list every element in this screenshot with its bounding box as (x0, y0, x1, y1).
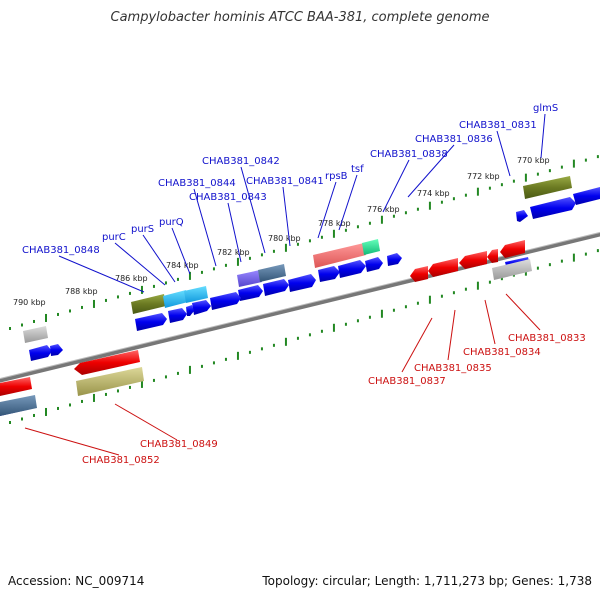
cds-reverse[interactable] (459, 251, 487, 269)
cds-reverse[interactable] (0, 377, 32, 396)
gene-label[interactable]: CHAB381_0831 (459, 120, 537, 131)
gene-label[interactable]: purC (102, 232, 126, 243)
reverse-gene-labels: CHAB381_0833 CHAB381_0834 CHAB381_0835 C… (82, 333, 586, 466)
scale-label: 776 kbp (367, 205, 400, 214)
cds-reverse[interactable] (410, 266, 428, 282)
feature-block[interactable] (523, 176, 572, 199)
cds-forward[interactable] (573, 187, 600, 205)
gene-label[interactable]: purS (131, 224, 154, 235)
gene-label[interactable]: rpsB (325, 171, 348, 182)
cds-forward[interactable] (365, 257, 383, 272)
cds-forward[interactable] (288, 274, 316, 292)
scale-label: 784 kbp (166, 261, 199, 270)
gene-label[interactable]: tsf (351, 164, 364, 175)
accession-text: Accession: NC_009714 (8, 574, 145, 588)
scale-label: 786 kbp (115, 274, 148, 283)
scale-label: 774 kbp (417, 189, 450, 198)
cds-forward[interactable] (338, 260, 366, 278)
scale-labels: 790 kbp 788 kbp 786 kbp 784 kbp 782 kbp … (13, 156, 550, 307)
forward-strand-features (0, 176, 600, 416)
cds-forward[interactable] (135, 313, 167, 331)
gene-label[interactable]: purQ (159, 217, 184, 228)
feature-block[interactable] (313, 243, 366, 268)
feature-block[interactable] (76, 367, 144, 396)
feature-block[interactable] (23, 326, 48, 343)
reverse-leader-lines (24, 293, 541, 456)
cds-forward[interactable] (263, 279, 289, 296)
feature-block[interactable] (0, 395, 37, 416)
cds-forward[interactable] (186, 305, 194, 316)
cds-forward[interactable] (238, 285, 263, 301)
gene-label[interactable]: CHAB381_0837 (368, 376, 446, 387)
scale-ticks-upper (8, 155, 599, 330)
cds-forward[interactable] (530, 197, 576, 219)
cds-forward[interactable] (29, 345, 52, 361)
feature-block[interactable] (362, 239, 380, 255)
cds-forward[interactable] (168, 308, 187, 323)
genome-summary-text: Topology: circular; Length: 1,711,273 bp… (262, 574, 592, 588)
forward-gene-labels: glmS CHAB381_0831 CHAB381_0836 CHAB381_0… (22, 103, 558, 256)
scale-label: 782 kbp (217, 248, 250, 257)
gene-label[interactable]: CHAB381_0843 (189, 192, 267, 203)
cds-reverse[interactable] (492, 259, 532, 280)
cds-forward[interactable] (318, 266, 340, 282)
scale-label: 778 kbp (318, 219, 351, 228)
cds-reverse[interactable] (428, 258, 458, 277)
reverse-strand-features (0, 240, 532, 416)
gene-label[interactable]: CHAB381_0836 (415, 134, 493, 145)
gene-label[interactable]: CHAB381_0838 (370, 149, 448, 160)
cds-forward[interactable] (50, 344, 63, 356)
feature-block[interactable] (131, 294, 166, 314)
feature-block[interactable] (237, 270, 262, 287)
cds-reverse[interactable] (74, 350, 140, 375)
scale-label: 790 kbp (13, 298, 46, 307)
cds-forward[interactable] (192, 300, 211, 315)
gene-label[interactable]: CHAB381_0849 (140, 439, 218, 450)
scale-label: 788 kbp (65, 287, 98, 296)
feature-block[interactable] (184, 286, 208, 303)
forward-leader-lines (58, 113, 546, 293)
scale-label: 772 kbp (467, 172, 500, 181)
feature-block[interactable] (163, 290, 188, 308)
page-title: Campylobacter hominis ATCC BAA-381, comp… (110, 10, 490, 25)
gene-label[interactable]: CHAB381_0835 (414, 363, 492, 374)
gene-label[interactable]: CHAB381_0848 (22, 245, 100, 256)
gene-label[interactable]: CHAB381_0833 (508, 333, 586, 344)
gene-label[interactable]: glmS (533, 103, 558, 114)
feature-block[interactable] (258, 264, 286, 282)
cds-reverse[interactable] (500, 240, 525, 258)
scale-label: 770 kbp (517, 156, 550, 165)
gene-label[interactable]: CHAB381_0834 (463, 347, 541, 358)
cds-forward[interactable] (387, 253, 402, 266)
cds-reverse[interactable] (487, 249, 498, 263)
cds-forward[interactable] (210, 292, 241, 310)
gene-label[interactable]: CHAB381_0844 (158, 178, 236, 189)
gene-label[interactable]: CHAB381_0842 (202, 156, 280, 167)
scale-label: 780 kbp (268, 234, 301, 243)
cds-forward[interactable] (516, 210, 528, 222)
gene-label[interactable]: CHAB381_0841 (246, 176, 324, 187)
gene-label[interactable]: CHAB381_0852 (82, 455, 160, 466)
